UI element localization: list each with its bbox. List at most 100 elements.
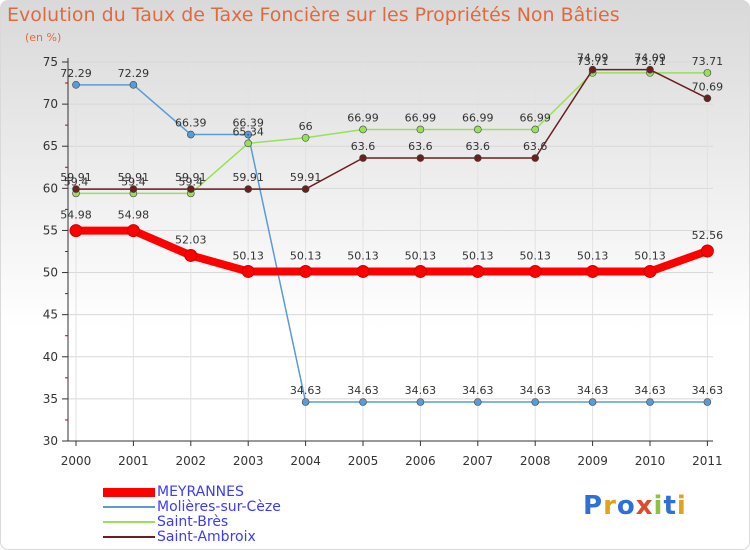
data-label: 63.6 bbox=[408, 140, 433, 153]
data-point bbox=[588, 65, 597, 74]
x-tick-label: 2000 bbox=[61, 454, 92, 468]
proxiti-logo: Proxiti bbox=[583, 491, 687, 521]
y-tick-label: 35 bbox=[43, 392, 58, 406]
data-point bbox=[184, 248, 198, 262]
data-point bbox=[244, 185, 252, 193]
data-point bbox=[359, 125, 367, 134]
y-tick-label: 50 bbox=[43, 266, 58, 280]
data-point bbox=[301, 185, 310, 193]
legend-swatch bbox=[103, 506, 155, 508]
data-point bbox=[72, 185, 80, 193]
legend-label: Saint-Brès bbox=[157, 514, 229, 530]
data-point bbox=[413, 264, 427, 278]
data-label: 59.4 bbox=[64, 175, 89, 188]
data-point bbox=[531, 398, 540, 406]
data-label: 73.71 bbox=[634, 55, 666, 68]
data-label: 66.39 bbox=[175, 117, 207, 130]
data-label: 59.91 bbox=[232, 171, 264, 184]
data-label: 73.71 bbox=[692, 55, 724, 68]
data-label: 63.6 bbox=[466, 140, 491, 153]
data-label: 66.99 bbox=[347, 111, 379, 124]
data-label: 34.63 bbox=[462, 384, 494, 397]
data-label: 65.34 bbox=[232, 125, 264, 138]
data-point bbox=[129, 185, 138, 193]
data-point bbox=[586, 264, 600, 278]
logo-letter: o bbox=[616, 491, 636, 521]
legend-swatch bbox=[103, 487, 155, 497]
data-point bbox=[129, 81, 138, 89]
x-tick-label: 2011 bbox=[692, 454, 723, 468]
data-point bbox=[126, 224, 140, 238]
data-label: 50.13 bbox=[577, 249, 609, 262]
series-line-meyrannes bbox=[72, 226, 712, 276]
x-tick-label: 2007 bbox=[463, 454, 494, 468]
legend-swatch bbox=[103, 521, 155, 523]
data-point bbox=[244, 139, 252, 148]
data-point bbox=[359, 154, 367, 162]
data-label: 50.13 bbox=[634, 249, 666, 262]
data-point bbox=[299, 264, 313, 278]
data-point bbox=[301, 398, 310, 406]
legend-label: MEYRANNES bbox=[157, 484, 244, 500]
data-label: 66 bbox=[299, 120, 313, 133]
data-point bbox=[703, 94, 712, 103]
data-label: 52.03 bbox=[175, 233, 207, 246]
data-point bbox=[416, 154, 425, 162]
data-point bbox=[244, 130, 252, 139]
data-point bbox=[531, 125, 540, 134]
data-label: 54.98 bbox=[60, 209, 92, 222]
data-point bbox=[531, 154, 540, 162]
legend-swatch bbox=[103, 536, 155, 538]
x-tick-label: 2009 bbox=[577, 454, 608, 468]
series-line-saint-ambroix bbox=[75, 68, 709, 190]
x-tick-label: 2001 bbox=[118, 454, 149, 468]
y-tick-label: 55 bbox=[43, 223, 58, 237]
data-point bbox=[700, 244, 714, 258]
data-point bbox=[416, 125, 425, 134]
data-point bbox=[473, 125, 482, 134]
logo-letter: r bbox=[603, 491, 617, 521]
data-label: 34.63 bbox=[347, 384, 379, 397]
data-label: 66.99 bbox=[462, 111, 494, 124]
data-label: 66.99 bbox=[405, 111, 437, 124]
data-point bbox=[187, 185, 195, 193]
data-point bbox=[356, 264, 370, 278]
data-point bbox=[416, 398, 425, 406]
logo-letter: i bbox=[676, 491, 687, 521]
data-label: 63.6 bbox=[351, 140, 376, 153]
data-label: 72.29 bbox=[60, 67, 92, 80]
data-point bbox=[301, 134, 310, 142]
data-point bbox=[703, 69, 712, 77]
data-label: 34.63 bbox=[519, 384, 551, 397]
data-label: 59.91 bbox=[175, 171, 207, 184]
data-label: 59.91 bbox=[118, 171, 150, 184]
series-line-saint-br-s bbox=[75, 72, 709, 195]
data-label: 54.98 bbox=[118, 209, 150, 222]
data-label: 59.4 bbox=[121, 175, 146, 188]
data-point bbox=[528, 264, 542, 278]
data-point bbox=[359, 398, 367, 406]
data-label: 34.63 bbox=[634, 384, 666, 397]
data-label: 70.69 bbox=[692, 80, 724, 93]
data-point bbox=[473, 398, 482, 406]
data-label: 63.6 bbox=[523, 140, 548, 153]
legend-label: Molières-sur-Cèze bbox=[157, 499, 281, 515]
data-label: 72.29 bbox=[118, 67, 150, 80]
data-label: 50.13 bbox=[519, 249, 551, 262]
x-tick-label: 2006 bbox=[405, 454, 436, 468]
data-point bbox=[473, 154, 482, 162]
data-point bbox=[643, 264, 657, 278]
data-point bbox=[69, 224, 83, 238]
data-label: 34.63 bbox=[577, 384, 609, 397]
data-point bbox=[72, 81, 80, 89]
y-tick-label: 70 bbox=[43, 97, 58, 111]
x-tick-label: 2008 bbox=[520, 454, 551, 468]
y-tick-label: 45 bbox=[43, 308, 58, 322]
data-label: 66.99 bbox=[519, 111, 551, 124]
y-tick-label: 60 bbox=[43, 181, 58, 195]
data-label: 50.13 bbox=[462, 249, 494, 262]
y-tick-label: 75 bbox=[43, 55, 58, 69]
logo-letter: x bbox=[635, 491, 654, 521]
